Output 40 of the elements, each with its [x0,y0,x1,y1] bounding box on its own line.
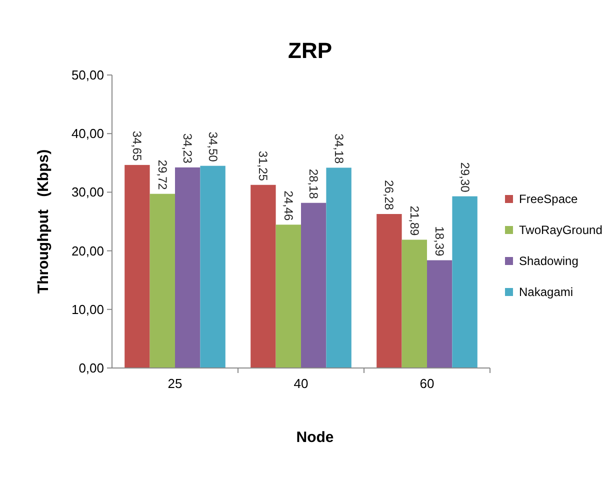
bar [301,202,326,368]
data-label: 18,39 [432,226,447,257]
y-tick-label: 30,00 [71,184,104,200]
data-label: 29,72 [155,160,170,190]
bar [376,214,402,368]
legend-label: Shadowing [519,254,578,268]
x-tick-label: 60 [420,376,434,391]
data-label: 34,18 [332,134,346,164]
y-tick-label: 50,00 [71,68,104,82]
x-tick-label: 25 [168,376,182,391]
data-label: 28,18 [306,168,321,200]
y-tick-label: 10,00 [71,302,104,317]
y-axis-title: Throughput (Kbps) [35,149,52,294]
bar [150,194,175,368]
bar [402,240,427,368]
x-axis-title: Node [296,429,334,446]
y-tick-label: 20,00 [71,243,104,258]
bar [124,164,150,368]
bar [200,166,226,368]
bar [326,168,352,368]
data-label: 34,65 [130,130,144,162]
bar [175,167,200,368]
bar [427,260,452,368]
data-label: 26,28 [382,180,396,210]
legend-label: Nakagami [519,285,574,299]
data-label: 21,89 [407,206,422,236]
y-tick-label: 40,00 [71,126,104,142]
legend-label: TwoRayGround [519,223,602,237]
data-label: 34,23 [180,133,195,164]
x-tick-label: 40 [294,376,308,391]
bar [452,196,478,368]
data-label: 24,46 [281,190,296,221]
data-label: 34,50 [206,132,220,162]
y-tick-label: 0,00 [78,360,104,376]
chart-title: ZRP [288,38,332,63]
data-label: 29,30 [458,162,472,193]
bar [276,224,301,368]
bar [250,184,276,368]
data-label: 31,25 [256,150,270,182]
legend-label: FreeSpace [519,192,578,206]
